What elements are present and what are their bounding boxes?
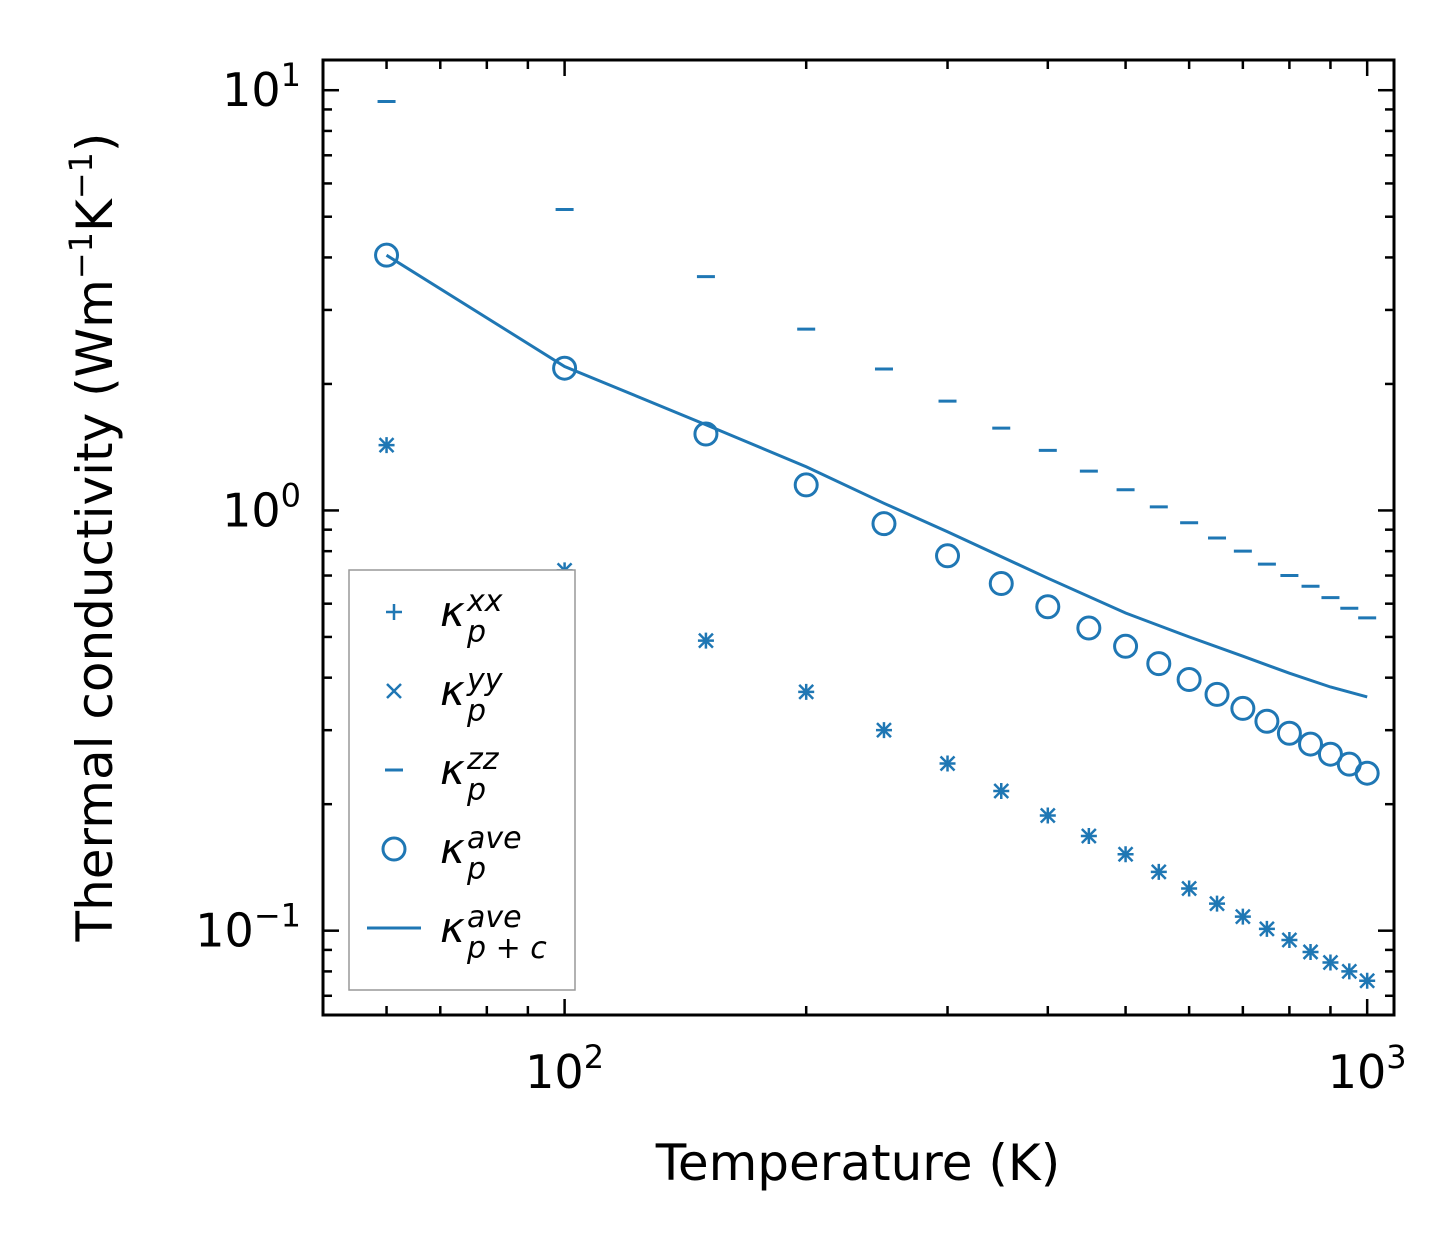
series-kappa_p_yy <box>378 437 1376 989</box>
x-tick-labels: 102 103 <box>525 1038 1406 1099</box>
data-point <box>1146 651 1172 677</box>
data-point <box>1181 880 1198 897</box>
data-point <box>993 783 1010 799</box>
legend-label: κ <box>440 587 465 636</box>
data-point <box>1035 594 1061 620</box>
data-point <box>1341 963 1358 980</box>
data-point <box>693 421 719 447</box>
legend-label-sup: xx <box>466 584 503 619</box>
data-point <box>798 684 815 700</box>
data-point <box>939 755 956 772</box>
major-ticks <box>323 60 1394 1015</box>
data-point <box>1276 720 1302 746</box>
y-axis-label: Thermal conductivity (Wm−1K−1) <box>62 133 124 943</box>
data-point <box>1254 708 1280 734</box>
series-layer <box>374 100 1380 989</box>
data-point <box>374 242 400 268</box>
data-point <box>876 722 892 739</box>
data-point <box>1322 954 1339 971</box>
data-point <box>1204 681 1230 707</box>
data-point <box>871 511 897 537</box>
data-point <box>1039 807 1056 824</box>
legend-frame <box>348 569 576 991</box>
legend-label-sup: yy <box>466 663 504 698</box>
y-tick-labels: 10−1 100 101 <box>195 56 301 957</box>
series-kappa_p_zz <box>377 100 1377 620</box>
y-tick-label: 101 <box>222 56 301 117</box>
legend-label-sub: p <box>466 773 486 808</box>
series-line-kappa_p+c_ave <box>385 253 1368 699</box>
legend-label-sup: zz <box>466 742 500 777</box>
legend-label: κ <box>440 824 465 873</box>
data-point <box>1354 760 1380 786</box>
y-tick-label: 100 <box>222 476 301 537</box>
data-point <box>552 355 578 381</box>
legend-label-sup: ave <box>467 900 522 935</box>
data-point <box>935 543 961 569</box>
legend-marker <box>386 604 402 620</box>
legend-label-sub: p <box>466 615 486 650</box>
data-point <box>1113 633 1139 659</box>
data-point <box>1302 944 1319 960</box>
data-point <box>1317 741 1343 767</box>
data-point <box>1080 828 1097 844</box>
data-point <box>1281 932 1298 948</box>
data-point <box>793 472 819 498</box>
legend-label: κ <box>440 666 465 715</box>
y-tick-label: 10−1 <box>195 897 301 958</box>
legend-label-sup: ave <box>467 821 522 856</box>
legend-marker <box>386 683 402 699</box>
legend-label-sub: p <box>466 852 486 887</box>
series-kappa_p_ave <box>374 242 1380 786</box>
data-point <box>1259 920 1275 937</box>
x-axis-label: Temperature (K) <box>655 1134 1060 1192</box>
data-point <box>1359 972 1376 989</box>
legend-entry: κ zzp <box>385 742 500 808</box>
data-point <box>1150 864 1167 880</box>
plot-frame <box>321 58 1396 1017</box>
data-point <box>1230 695 1256 721</box>
data-point <box>1176 667 1202 693</box>
x-tick-label: 103 <box>1328 1038 1407 1099</box>
data-point <box>1298 731 1324 757</box>
legend-label-sub: p <box>466 694 486 729</box>
legend-entry: κ yyp <box>386 663 504 729</box>
data-point <box>378 437 395 454</box>
data-point <box>1117 846 1134 863</box>
x-tick-label: 102 <box>525 1038 604 1099</box>
data-point <box>698 632 714 649</box>
legend-entry: κ xxp <box>386 584 503 650</box>
legend-label: κ <box>440 745 465 794</box>
legend-marker <box>381 836 407 862</box>
legend-label: κ <box>440 903 465 952</box>
data-point <box>1076 615 1102 641</box>
data-point <box>1234 908 1251 925</box>
legend-label-sub: p + c <box>466 931 547 966</box>
data-point <box>988 571 1014 597</box>
data-point <box>1209 895 1225 912</box>
